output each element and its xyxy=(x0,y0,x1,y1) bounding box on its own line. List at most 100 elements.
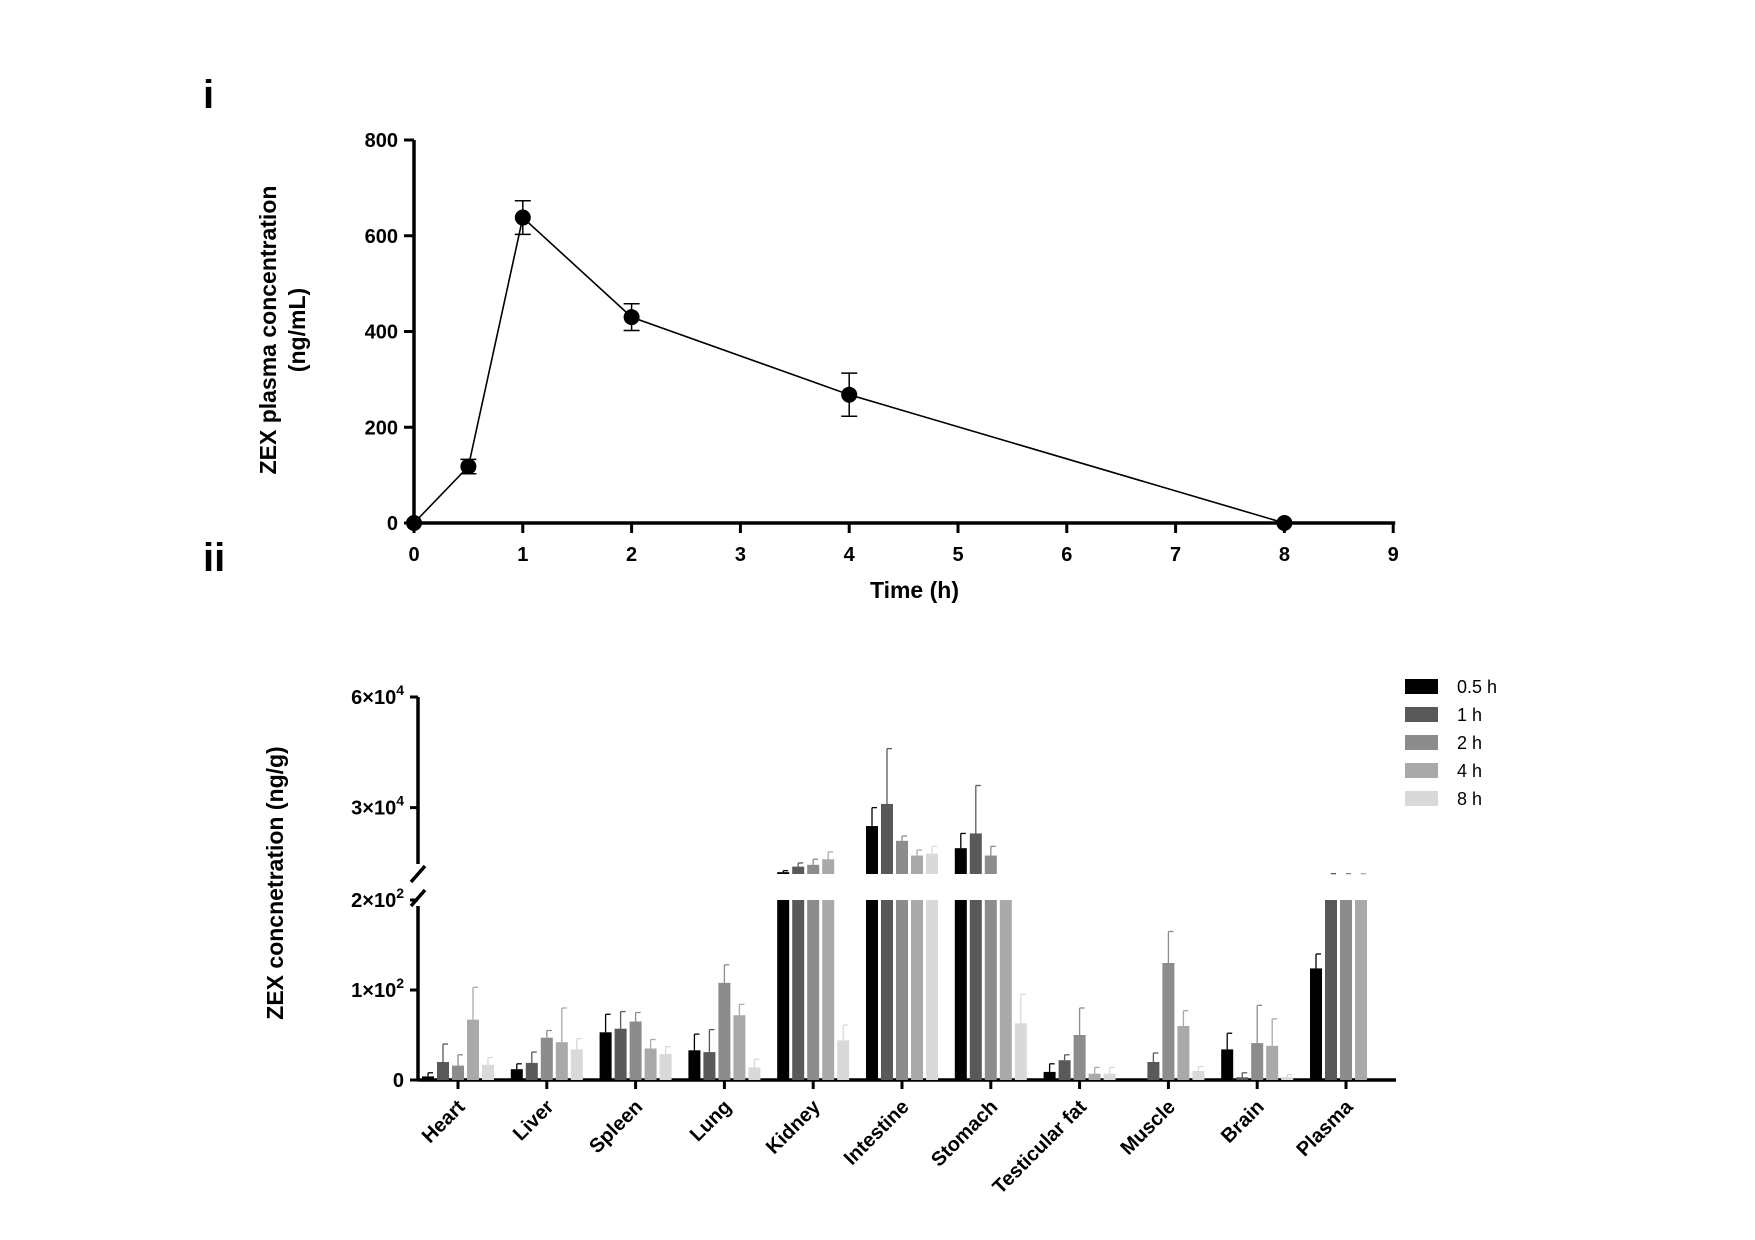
bar-upper xyxy=(984,855,997,874)
bar xyxy=(437,1062,449,1080)
series-line xyxy=(413,216,1285,524)
legend-swatch xyxy=(1405,735,1438,750)
bar xyxy=(822,900,835,1080)
y-axis-title-units: (ng/mL) xyxy=(284,288,310,372)
y-tick-mantissa: 0 xyxy=(393,1070,404,1092)
bar-upper xyxy=(954,848,967,874)
y-tick-label: 3×104 xyxy=(351,793,404,820)
x-tick-label: Spleen xyxy=(585,1096,647,1158)
bar xyxy=(555,1042,568,1080)
y-tick-mantissa: 6×10 xyxy=(351,687,396,709)
y-axis-title: ZEX concnetration (ng/g) xyxy=(262,746,288,1019)
x-tick-label: 4 xyxy=(844,544,856,566)
bar-upper xyxy=(969,833,982,874)
x-tick-label: Intestine xyxy=(840,1096,914,1170)
y-tick-mantissa: 2×10 xyxy=(351,890,396,912)
bar-upper xyxy=(822,859,835,874)
legend-swatch xyxy=(1405,707,1438,722)
bar xyxy=(629,1021,642,1080)
bar xyxy=(1266,1045,1279,1080)
x-tick-label: 0 xyxy=(408,544,419,566)
bar xyxy=(1043,1071,1056,1080)
bar xyxy=(718,982,731,1080)
bar xyxy=(540,1037,553,1080)
x-tick-label: 9 xyxy=(1388,544,1399,566)
y-tick-label: 1×102 xyxy=(351,975,404,1002)
bar xyxy=(1088,1073,1101,1080)
legend-swatch xyxy=(1405,791,1438,806)
y-tick-label: 600 xyxy=(365,226,398,248)
bar xyxy=(1325,900,1337,1080)
panel-label-ii: ii xyxy=(203,536,226,580)
y-tick-mantissa: 1×10 xyxy=(351,980,396,1002)
data-point xyxy=(460,458,477,475)
bar xyxy=(1058,1060,1071,1080)
bar xyxy=(1355,900,1367,1080)
data-point xyxy=(841,386,858,403)
x-tick-label: 7 xyxy=(1170,544,1181,566)
legend-label: 2 h xyxy=(1457,733,1482,753)
bar xyxy=(777,900,790,1080)
x-tick-label: 3 xyxy=(735,544,746,566)
bar xyxy=(866,900,878,1080)
x-tick-label: Heart xyxy=(418,1096,470,1148)
data-point xyxy=(406,515,422,531)
bar xyxy=(807,900,820,1080)
bar xyxy=(452,1065,464,1080)
bar xyxy=(1340,900,1352,1080)
x-tick-label: Brain xyxy=(1217,1096,1269,1148)
bar xyxy=(837,1040,850,1080)
legend-label: 8 h xyxy=(1457,789,1482,809)
x-axis-title: Time (h) xyxy=(870,577,959,603)
bar xyxy=(926,900,938,1080)
x-tick-label: Muscle xyxy=(1116,1096,1180,1160)
bar xyxy=(644,1048,657,1080)
axis-break-mark xyxy=(409,888,427,908)
bar xyxy=(510,1069,523,1080)
bar xyxy=(954,900,967,1080)
bar xyxy=(1281,1077,1294,1080)
bar xyxy=(467,1019,479,1080)
data-point xyxy=(514,209,531,226)
x-tick-label: Stomach xyxy=(927,1096,1002,1171)
y-tick-exponent: 4 xyxy=(396,793,404,809)
y-tick-exponent: 4 xyxy=(396,682,404,698)
x-tick-label: Kidney xyxy=(762,1095,825,1158)
y-tick-label: 0 xyxy=(387,513,398,535)
x-tick-label: 5 xyxy=(952,544,963,566)
y-tick-label: 800 xyxy=(365,130,398,152)
bar xyxy=(614,1028,627,1080)
bar xyxy=(570,1049,583,1080)
x-tick-label: 1 xyxy=(517,544,528,566)
y-axis-title: ZEX plasma concentration xyxy=(255,186,281,475)
bar-upper xyxy=(807,864,820,874)
bar xyxy=(703,1052,716,1080)
x-tick-label: 2 xyxy=(626,544,637,566)
bar xyxy=(896,900,908,1080)
data-point xyxy=(1276,515,1293,531)
legend-swatch xyxy=(1405,679,1438,694)
y-tick-label: 200 xyxy=(365,417,398,439)
x-tick-label: Liver xyxy=(509,1096,559,1146)
bar xyxy=(1147,1062,1160,1080)
bar xyxy=(1192,1071,1205,1080)
bar-upper xyxy=(866,826,878,874)
axis-break-mark xyxy=(409,864,427,884)
bar-upper xyxy=(926,853,938,874)
y-tick-exponent: 2 xyxy=(396,885,404,901)
x-tick-label: Plasma xyxy=(1292,1095,1358,1161)
bar xyxy=(1014,1023,1027,1080)
x-tick-label: 6 xyxy=(1061,544,1072,566)
bar xyxy=(748,1067,761,1080)
panel-label-i: i xyxy=(203,73,215,117)
bar-upper xyxy=(896,840,908,874)
bar xyxy=(1177,1026,1190,1080)
y-tick-label: 400 xyxy=(365,322,398,344)
bar xyxy=(599,1032,612,1080)
bar xyxy=(733,1015,746,1080)
bar xyxy=(688,1050,701,1080)
bar xyxy=(1162,963,1175,1080)
bar-upper xyxy=(911,855,923,874)
